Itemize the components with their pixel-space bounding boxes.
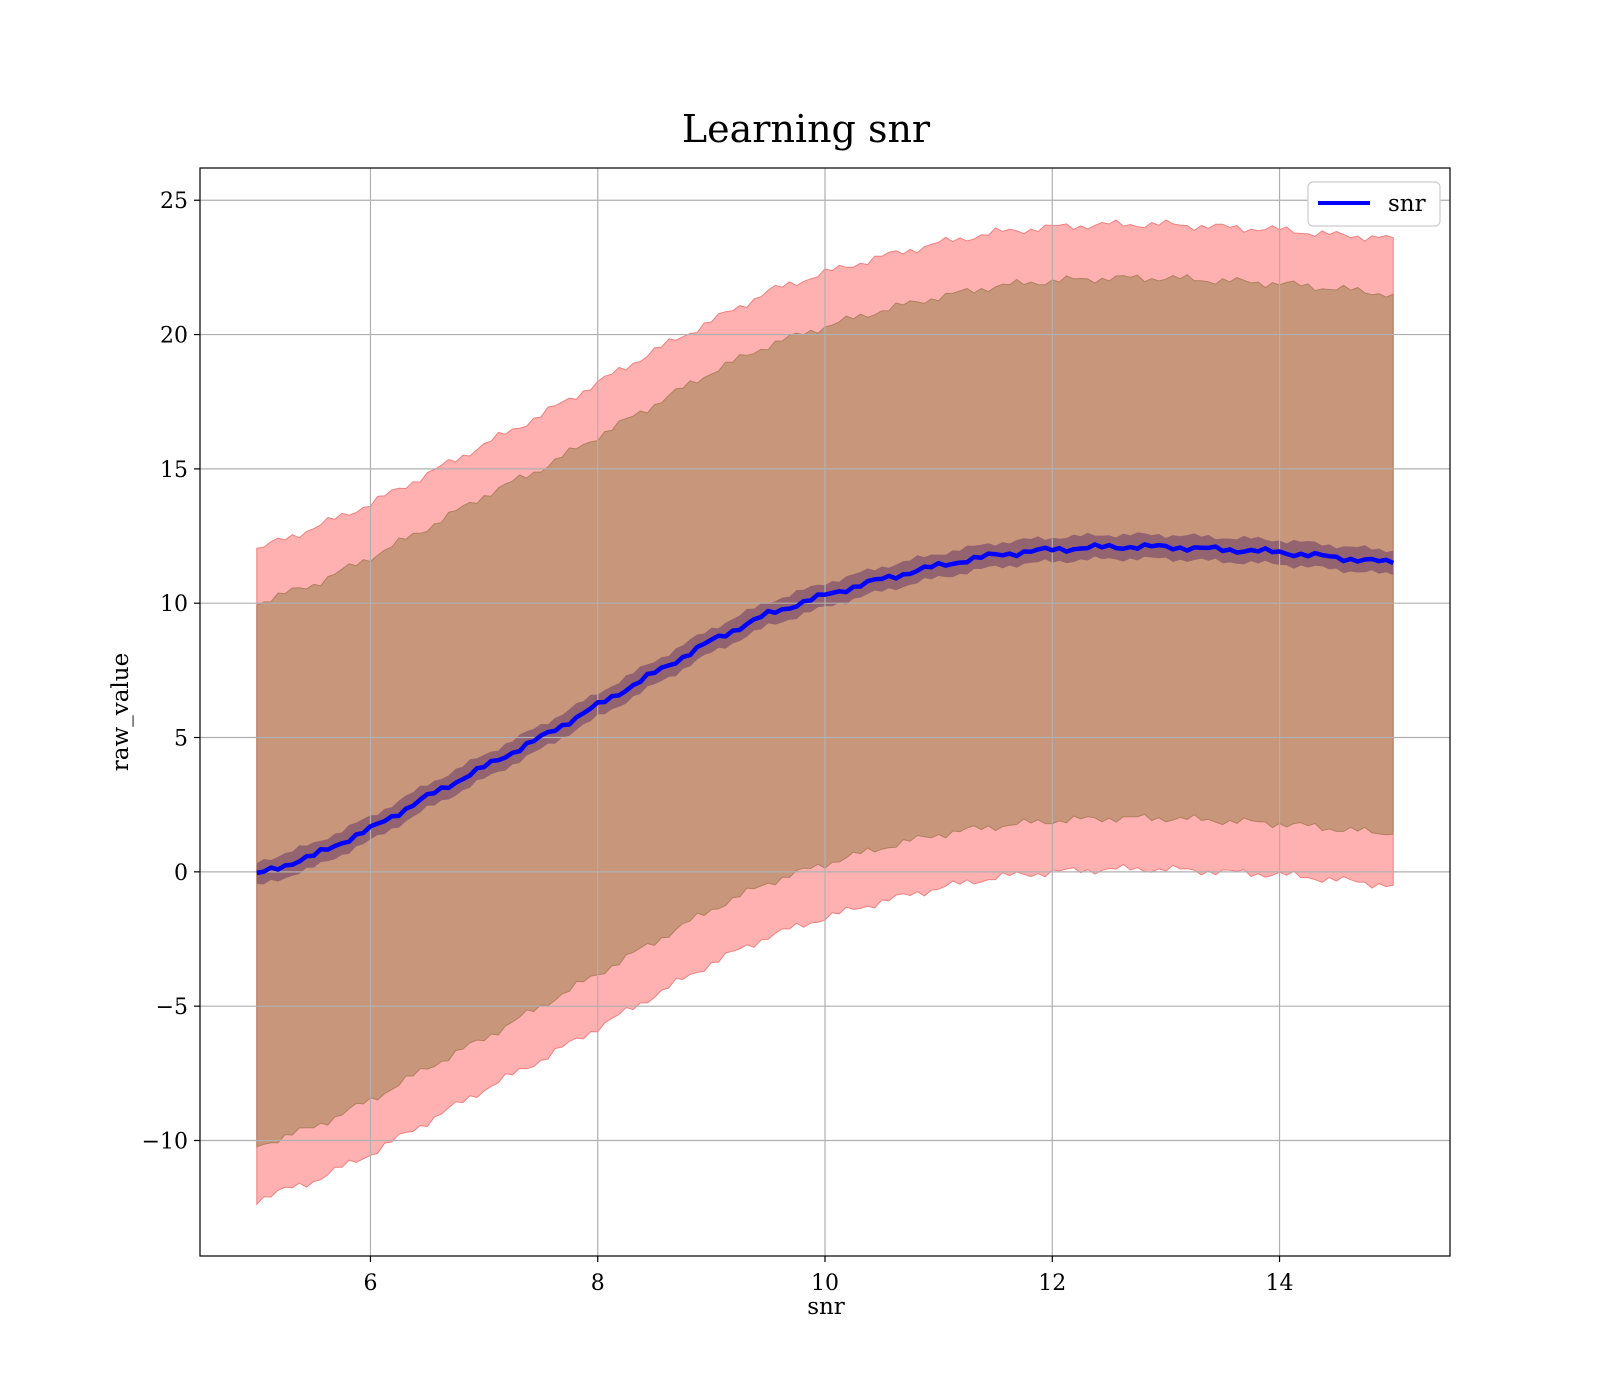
y-tick-label-4: 5 [174,727,188,752]
legend: snr [1307,181,1441,227]
legend-box [1307,181,1441,227]
y-tick-label-0: 25 [160,189,188,214]
series-layer [256,542,1395,876]
y-tick-label-3: 10 [160,592,188,617]
chart-title: Learning snr [682,107,931,151]
x-tick-label-2: 10 [811,1271,839,1296]
y-tick-label-7: −10 [142,1129,188,1154]
x-tick-label-0: 6 [363,1271,377,1296]
y-tick-label-1: 20 [160,324,188,349]
legend-entry-snr: snr [1388,191,1426,217]
x-tick-label-4: 14 [1266,1271,1294,1296]
y-axis-label: raw_value [108,653,134,771]
x-axis-ticks: 6 8 10 12 14 [363,1256,1294,1296]
x-axis-label: snr [807,1294,845,1320]
series-line-snr [256,542,1395,876]
grid-layer [200,168,1450,1256]
y-tick-label-5: 0 [174,861,188,886]
y-tick-label-6: −5 [156,995,188,1020]
y-tick-label-2: 15 [160,458,188,483]
y-axis-ticks: 25 20 15 10 5 0 −5 −10 [142,189,200,1154]
x-tick-label-3: 12 [1038,1271,1066,1296]
x-tick-label-1: 8 [591,1271,605,1296]
